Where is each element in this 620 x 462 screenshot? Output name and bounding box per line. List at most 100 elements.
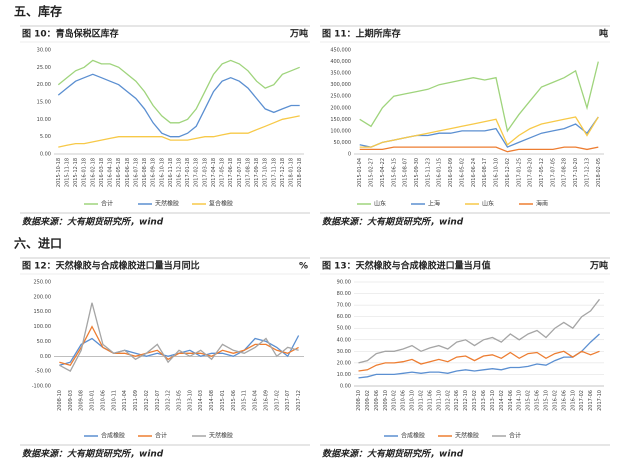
x-tick-label: 2012-12 xyxy=(166,390,172,411)
x-tick-label: 2016-06-24 xyxy=(471,158,477,187)
x-tick-label: 2011-06 xyxy=(427,390,433,411)
x-tick-label: 2015-06 xyxy=(231,390,237,411)
x-tick-label: 2017-03-20 xyxy=(528,158,534,187)
x-tick-label: 2016-02 xyxy=(552,390,558,411)
y-tick-label: 350,000 xyxy=(330,71,351,77)
x-tick-label: 2014-10 xyxy=(517,390,523,411)
legend-label: 天然橡胶 xyxy=(155,200,179,208)
series-line xyxy=(57,73,300,138)
x-tick-label: 2016-01-15 xyxy=(437,158,443,187)
y-tick-label: -50.00 xyxy=(35,369,51,375)
x-tick-label: 2013-05 xyxy=(177,390,183,411)
x-tick-label: 2013-10 xyxy=(490,390,496,411)
x-tick-label: 2014-02 xyxy=(499,390,505,411)
x-tick-label: 2017-04-18 xyxy=(211,158,217,187)
x-tick-label: 2015-02 xyxy=(526,390,532,411)
x-tick-label: 2017-11-18 xyxy=(271,158,277,187)
x-tick-label: 2008-10 xyxy=(57,390,63,411)
x-tick-label: 2012-06 xyxy=(454,390,460,411)
y-tick-label: 25.00 xyxy=(37,65,51,71)
x-tick-label: 2010-06 xyxy=(100,390,106,411)
y-tick-label: 10.00 xyxy=(337,372,351,378)
legend-label: 山东 xyxy=(482,200,494,208)
y-tick-label: 250,000 xyxy=(330,94,351,100)
panel-title: 图 12：天然橡胶与合成橡胶进口量当月同比 xyxy=(22,260,200,272)
x-tick-label: 2016-08-17 xyxy=(482,158,488,187)
x-tick-label: 2017-08-18 xyxy=(245,158,251,187)
y-tick-label: 5.00 xyxy=(40,134,51,140)
series-line xyxy=(58,115,300,148)
y-tick-label: 15.00 xyxy=(37,100,51,106)
x-tick-label: 2010-02 xyxy=(392,390,398,411)
x-tick-label: 2015-01-04 xyxy=(357,158,363,187)
x-tick-label: 2015-08-07 xyxy=(403,158,409,187)
x-tick-label: 2015-10 xyxy=(543,390,549,411)
y-tick-label: 0.00 xyxy=(40,354,51,360)
series-line xyxy=(59,302,299,372)
series-line xyxy=(59,325,299,366)
x-tick-label: 2016-06-18 xyxy=(125,158,131,187)
x-tick-label: 2016-04 xyxy=(253,390,259,411)
series-line xyxy=(359,61,599,133)
x-tick-label: 2017-12 xyxy=(296,390,302,411)
x-tick-label: 2016-06 xyxy=(561,390,567,411)
y-tick-label: 50.00 xyxy=(37,339,51,345)
section-heading: 五、库存 xyxy=(14,4,62,19)
x-tick-label: 2017-01-25 xyxy=(516,158,522,187)
x-tick-label: 2015-11-18 xyxy=(64,158,70,187)
x-tick-label: 2018-02-05 xyxy=(596,158,602,187)
panel-title: 图 10：青岛保税区库存 xyxy=(22,28,119,40)
series-line xyxy=(358,298,601,364)
legend-label: 合计 xyxy=(155,432,167,440)
section-heading: 六、进口 xyxy=(14,236,62,251)
x-tick-label: 2015-11 xyxy=(242,390,248,411)
x-tick-label: 2017-12-13 xyxy=(584,158,590,187)
y-tick-label: 450,000 xyxy=(330,48,351,54)
x-tick-label: 2014-03 xyxy=(198,390,204,411)
x-tick-label: 2017-02 xyxy=(579,390,585,411)
x-tick-label: 2009-08 xyxy=(79,390,85,411)
x-tick-label: 2017-05-12 xyxy=(539,158,545,187)
series-line xyxy=(358,333,600,379)
x-tick-label: 2016-01-18 xyxy=(82,158,88,187)
legend-label: 合计 xyxy=(509,432,521,440)
x-tick-label: 2016-03-09 xyxy=(448,158,454,187)
x-tick-label: 2011-04 xyxy=(122,390,128,411)
x-tick-label: 2017-10-20 xyxy=(573,158,579,187)
x-tick-label: 2016-08-18 xyxy=(142,158,148,187)
y-tick-label: 250.00 xyxy=(34,280,52,286)
y-tick-label: 30.00 xyxy=(337,349,351,355)
x-tick-label: 2016-11-18 xyxy=(168,158,174,187)
series-line xyxy=(359,116,599,148)
panel-title: 图 13：天然橡胶与合成橡胶进口量当月值 xyxy=(322,260,491,272)
x-tick-label: 2016-12-18 xyxy=(177,158,183,187)
legend-label: 上海 xyxy=(428,200,440,208)
x-tick-label: 2015-06 xyxy=(535,390,541,411)
x-tick-label: 2017-05-18 xyxy=(220,158,226,187)
x-tick-label: 2010-06 xyxy=(401,390,407,411)
y-tick-label: 0 xyxy=(348,152,351,158)
legend-label: 合计 xyxy=(101,200,113,208)
x-tick-label: 2012-10 xyxy=(463,390,469,411)
x-tick-label: 2010-10 xyxy=(410,390,416,411)
x-tick-label: 2018-02-18 xyxy=(297,158,303,187)
x-tick-label: 2012-02 xyxy=(144,390,150,411)
x-tick-label: 2009-10 xyxy=(383,390,389,411)
x-tick-label: 2014-06 xyxy=(508,390,514,411)
x-tick-label: 2015-02-27 xyxy=(369,158,375,187)
x-tick-label: 2017-10 xyxy=(597,390,603,411)
legend-label: 复合橡胶 xyxy=(209,200,233,208)
x-tick-label: 2017-01-18 xyxy=(185,158,191,187)
panel-unit: % xyxy=(299,262,308,272)
x-tick-label: 2017-07-18 xyxy=(237,158,243,187)
x-tick-label: 2017-12-18 xyxy=(280,158,286,187)
x-tick-label: 2014-08 xyxy=(209,390,215,411)
x-tick-label: 2013-02 xyxy=(472,390,478,411)
x-tick-label: 2016-05-18 xyxy=(116,158,122,187)
series-line xyxy=(57,59,300,124)
y-tick-label: 90.00 xyxy=(337,280,351,286)
x-tick-label: 2017-02-18 xyxy=(194,158,200,187)
series-line xyxy=(359,146,599,153)
y-tick-label: 30.00 xyxy=(37,48,51,54)
